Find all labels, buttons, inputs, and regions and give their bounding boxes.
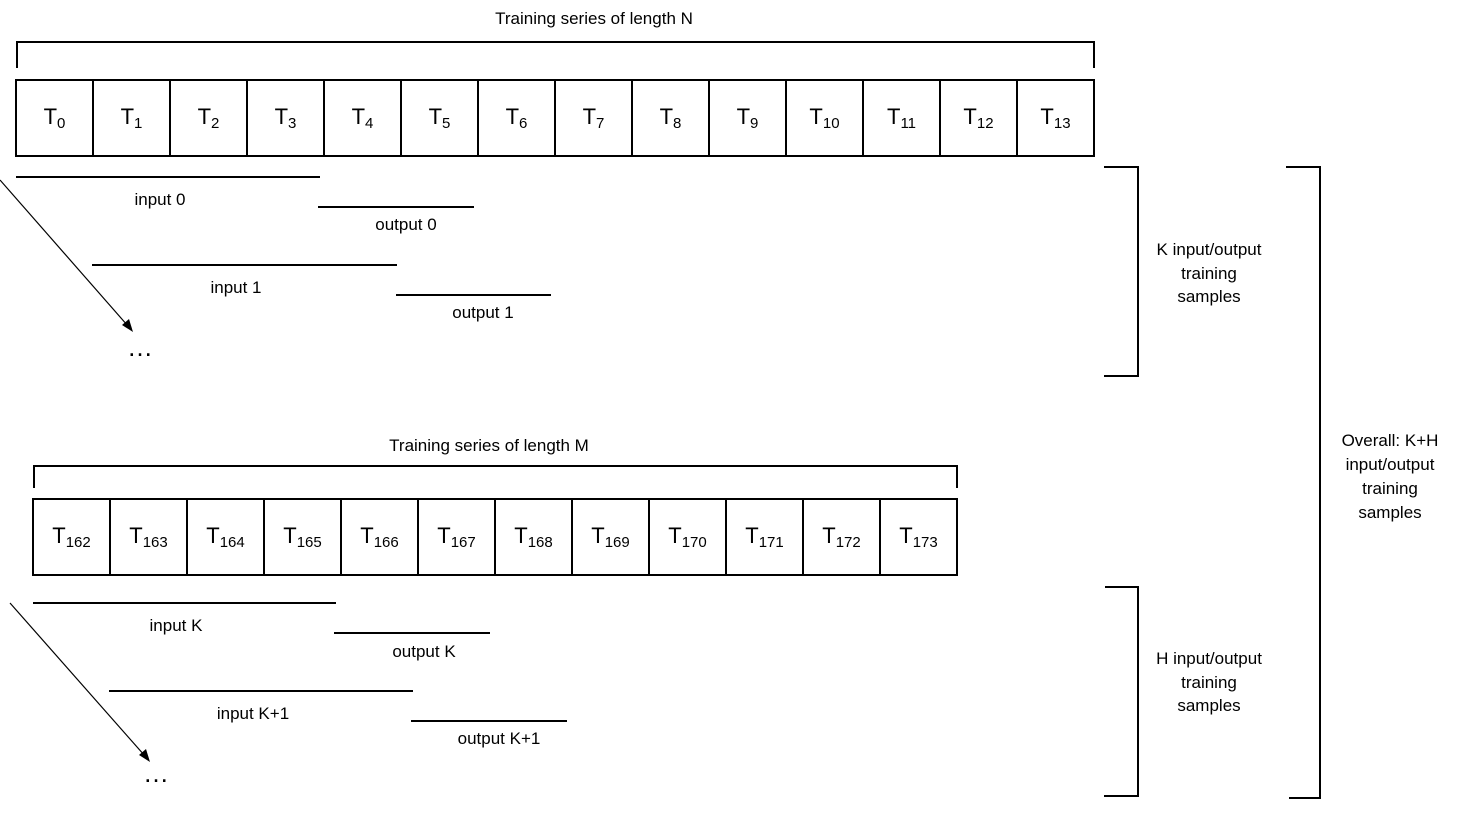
series-cell [32,498,111,576]
series-cell [15,79,94,157]
series-cell [725,498,804,576]
h-samples-bracket [1104,586,1139,797]
series-cell-label: T1 [121,104,143,132]
overall-label-2: input/output [1346,455,1435,474]
series-cell-label: T4 [352,104,374,132]
series-cell [263,498,342,576]
top-series-bracket [16,41,1095,68]
bottom-series-bracket [33,465,958,488]
series-cell [109,498,188,576]
h-samples-label-2: training [1181,673,1237,692]
series-cell-label: T165 [283,523,321,551]
top-arrow-head [122,319,133,332]
series-cell [554,79,633,157]
bottom-ellipsis: … [143,758,169,788]
series-cell-label: T8 [660,104,682,132]
series-cell-label: T167 [437,523,475,551]
input-1-label: input 1 [210,278,261,297]
series-cell [340,498,419,576]
series-cell-label: T11 [887,104,916,132]
series-cell [186,498,265,576]
top-series-title: Training series of length N [495,9,693,28]
series-cell-label: T164 [206,523,244,551]
h-samples-label-3: samples [1177,696,1240,715]
top-series-cells: T0 T1 T2 T3 T4 T5 T6 T7 T8 T9 T10 T11 T12 T13 [15,79,1095,157]
series-cell [1016,79,1095,157]
series-cell-label: T12 [963,104,993,132]
h-samples-label-1: H input/output [1156,649,1262,668]
top-ellipsis: … [127,332,153,362]
series-cell-label: T162 [52,523,90,551]
overall-label-3: training [1362,479,1418,498]
k-samples-bracket [1104,166,1139,377]
output-0-label: output 0 [375,215,436,234]
bottom-series-title: Training series of length M [389,436,589,455]
series-cell-label: T13 [1040,104,1070,132]
series-cell [571,498,650,576]
series-cell-label: T168 [514,523,552,551]
input-k1-label: input K+1 [217,704,289,723]
bottom-series-cells: T162 T163 T164 T165 T166 T167 T168 T169 T170 T171… [32,498,958,576]
input-0-label: input 0 [134,190,185,209]
series-cell [494,498,573,576]
series-cell-label: T173 [899,523,937,551]
series-cell-label: T5 [429,104,451,132]
series-cell-label: T172 [822,523,860,551]
series-cell [802,498,881,576]
series-cell-label: T171 [745,523,783,551]
k-samples-label-3: samples [1177,287,1240,306]
series-cell [785,79,864,157]
overall-label-4: samples [1358,503,1421,522]
series-cell [246,79,325,157]
bottom-arrow-line [9,602,146,757]
series-cell [648,498,727,576]
series-cell-label: T6 [506,104,528,132]
series-cell-label: T0 [44,104,66,132]
overall-bracket [1286,166,1321,799]
series-cell-label: T3 [275,104,297,132]
series-cell-label: T9 [737,104,759,132]
input-k-label: input K [150,616,204,635]
output-k-label: output K [392,642,456,661]
output-1-label: output 1 [452,303,513,322]
series-cell-label: T169 [591,523,629,551]
series-cell [879,498,958,576]
k-samples-label-1: K input/output [1157,240,1262,259]
series-cell-label: T10 [809,104,839,132]
series-cell-label: T163 [129,523,167,551]
series-cell [939,79,1018,157]
series-cell-label: T7 [583,104,605,132]
series-cell [708,79,787,157]
series-cell [169,79,248,157]
output-k1-label: output K+1 [458,729,541,748]
series-cell-label: T2 [198,104,220,132]
k-samples-label-2: training [1181,264,1237,283]
series-cell-label: T166 [360,523,398,551]
overall-label-1: Overall: K+H [1342,431,1439,450]
series-cell [92,79,171,157]
top-arrow-line [0,179,129,327]
series-cell [477,79,556,157]
series-cell [631,79,710,157]
bottom-arrow-head [139,749,150,762]
series-cell [400,79,479,157]
series-cell-label: T170 [668,523,706,551]
